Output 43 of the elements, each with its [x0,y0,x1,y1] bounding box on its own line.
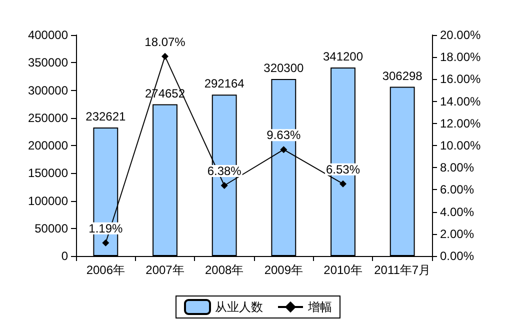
x-tick-label: 2007年 [146,263,184,277]
y2-tick-label: 18.00% [440,50,482,64]
y2-tick-label: 4.00% [440,204,474,219]
data-label: 232621 [86,109,126,124]
y-tick-label: 0 [61,249,68,263]
data-label: 9.63% [266,128,302,142]
data-label: 306298 [382,68,423,83]
y2-tick-label: 10.00% [440,138,482,152]
y-tick-label: 400000 [28,28,68,42]
legend-label: 增幅 [307,300,332,314]
point [280,146,288,154]
y-tick-label: 100000 [28,194,68,208]
data-label: 341200 [322,49,364,64]
x-tick-label: 2009年 [264,263,304,277]
x-tick-label: 2008年 [204,263,244,277]
data-label: 6.38% [207,164,242,178]
point [102,239,110,246]
y2-tick-label: 20.00% [440,28,482,42]
y2-tick-label: 2.00% [440,226,474,241]
point [220,182,228,189]
y2-tick-label: 8.00% [440,160,474,175]
point [340,180,346,188]
legend-label: 从业人数 [215,300,263,314]
point [162,52,168,60]
y2-tick-label: 14.00% [440,94,482,108]
y-tick-label: 150000 [28,166,68,180]
x-tick-label: 2010年 [324,263,362,277]
y2-tick-label: 12.00% [440,116,482,130]
x-tick-label: 2006年 [86,263,126,277]
y2-tick-label: 6.00% [440,182,474,197]
data-label: 1.19% [88,221,124,236]
data-label: 6.53% [326,162,360,176]
y-tick-label: 350000 [28,56,68,70]
y-tick-label: 300000 [28,83,68,98]
data-label: 292164 [204,76,245,91]
y2-tick-label: 0.00% [440,249,474,263]
y-tick-label: 50000 [34,221,68,236]
y-tick-label: 250000 [28,110,68,125]
data-label: 18.07% [144,34,186,49]
x-tick-label: 2011年7月 [374,263,431,277]
y-tick-label: 200000 [28,138,68,152]
data-label: 320300 [264,61,304,76]
y2-tick-label: 16.00% [440,72,482,86]
